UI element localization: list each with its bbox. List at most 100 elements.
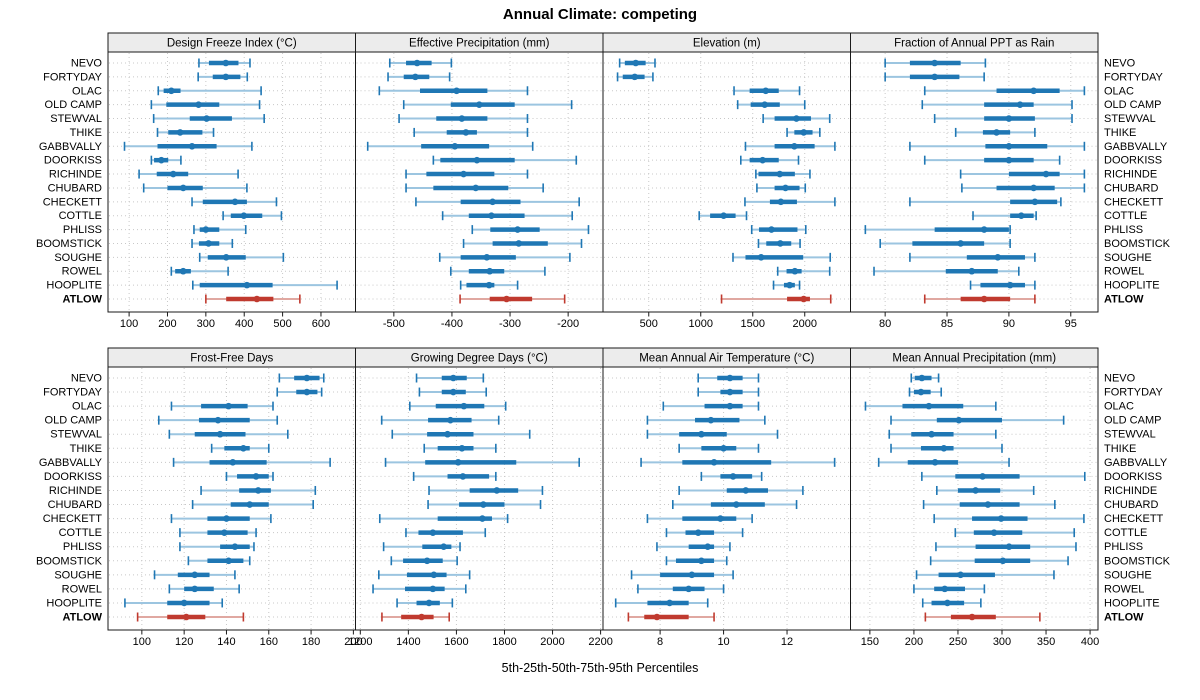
site-label-left: NEVO (71, 58, 103, 70)
site-label-right: OLD CAMP (1104, 99, 1161, 111)
panel-strip-title: Mean Annual Air Temperature (°C) (639, 353, 814, 365)
panel-strip-title: Effective Precipitation (mm) (409, 38, 550, 50)
panel-strip (850, 347, 1099, 368)
median-dot (931, 73, 938, 81)
x-tick-label: 2000 (540, 636, 564, 648)
panel-area (107, 51, 356, 313)
median-dot (1031, 198, 1039, 206)
x-tick-label: -200 (557, 318, 579, 330)
median-dot (486, 267, 494, 275)
site-label-left: STEWVAL (50, 429, 102, 441)
x-tick-label: 12 (781, 636, 793, 648)
median-dot (925, 402, 933, 410)
site-label-left: PHLISS (63, 224, 102, 236)
site-label-left: OLAC (72, 85, 102, 97)
median-dot (782, 184, 789, 192)
x-tick-label: 120 (175, 636, 193, 648)
site-label-right: CHECKETT (1104, 196, 1164, 208)
x-tick-label: 500 (640, 318, 658, 330)
median-dot (955, 416, 963, 424)
x-tick-label: 350 (1037, 636, 1055, 648)
median-dot (158, 156, 165, 164)
x-tick-label: 400 (235, 318, 253, 330)
panel-area (107, 366, 356, 631)
x-tick-label: 200 (344, 636, 362, 648)
site-label-right: ROWEL (1104, 266, 1144, 278)
x-tick-label: 100 (133, 636, 151, 648)
median-dot (459, 473, 467, 480)
median-dot (993, 129, 1000, 136)
median-dot (515, 240, 523, 247)
site-label-left: RICHINDE (49, 169, 102, 181)
median-dot (488, 212, 495, 220)
median-dot (179, 267, 187, 275)
median-dot (707, 416, 715, 424)
median-dot (475, 101, 483, 108)
x-tick-label: 1200 (348, 636, 372, 648)
median-dot (254, 487, 262, 494)
site-label-right: OLAC (1104, 85, 1134, 97)
median-dot (225, 557, 232, 565)
median-dot (493, 487, 501, 494)
site-label-left: DOORKISS (44, 155, 102, 167)
median-dot (462, 129, 470, 136)
median-dot (759, 156, 766, 164)
site-label-left: ATLOW (62, 294, 102, 306)
site-label-left: BOOMSTICK (36, 238, 103, 250)
median-dot (1006, 281, 1014, 289)
median-dot (979, 473, 986, 480)
x-tick-label: 200 (158, 318, 176, 330)
x-tick-label: 1600 (444, 636, 468, 648)
median-dot (483, 254, 491, 261)
x-tick-label: 85 (941, 318, 953, 330)
median-dot (1005, 543, 1013, 551)
site-label-left: OLD CAMP (45, 99, 102, 111)
site-label-right: HOOPLITE (1104, 280, 1160, 292)
site-label-left: HOOPLITE (46, 280, 102, 292)
median-dot (928, 430, 935, 438)
site-label-right: BOOMSTICK (1104, 238, 1171, 250)
panel-area (355, 366, 604, 631)
median-dot (632, 59, 640, 67)
median-dot (229, 459, 237, 466)
median-dot (191, 585, 199, 593)
median-dot (777, 198, 785, 206)
site-label-left: OLAC (72, 401, 102, 413)
median-dot (940, 444, 948, 452)
median-dot (480, 501, 487, 508)
panel-area (850, 366, 1099, 631)
median-dot (195, 101, 202, 108)
median-dot (757, 254, 765, 261)
median-dot (1017, 212, 1025, 220)
panel-area (850, 51, 1099, 313)
x-tick-label: 90 (1003, 318, 1015, 330)
median-dot (429, 529, 437, 536)
median-dot (451, 142, 459, 150)
median-dot (726, 374, 734, 382)
median-dot (698, 557, 705, 565)
panel-strip-title: Elevation (m) (693, 38, 761, 50)
median-dot (221, 529, 228, 536)
median-dot (222, 254, 230, 261)
median-dot (222, 73, 230, 81)
site-label-right: DOORKISS (1104, 471, 1162, 483)
median-dot (742, 487, 750, 494)
x-tick-label: 95 (1065, 318, 1077, 330)
site-label-left: CHUBARD (48, 182, 102, 194)
median-dot (1005, 142, 1013, 150)
site-label-left: ROWEL (62, 266, 102, 278)
median-dot (454, 459, 462, 466)
site-label-right: DOORKISS (1104, 155, 1162, 167)
median-dot (231, 198, 239, 206)
median-dot (786, 281, 793, 289)
median-dot (791, 267, 799, 275)
site-label-left: ATLOW (62, 612, 102, 624)
x-tick-label: 250 (949, 636, 967, 648)
median-dot (191, 571, 199, 579)
x-tick-label: 300 (197, 318, 215, 330)
x-tick-label: -300 (499, 318, 521, 330)
median-dot (685, 585, 692, 593)
median-dot (176, 129, 184, 136)
site-label-right: HOOPLITE (1104, 597, 1160, 609)
